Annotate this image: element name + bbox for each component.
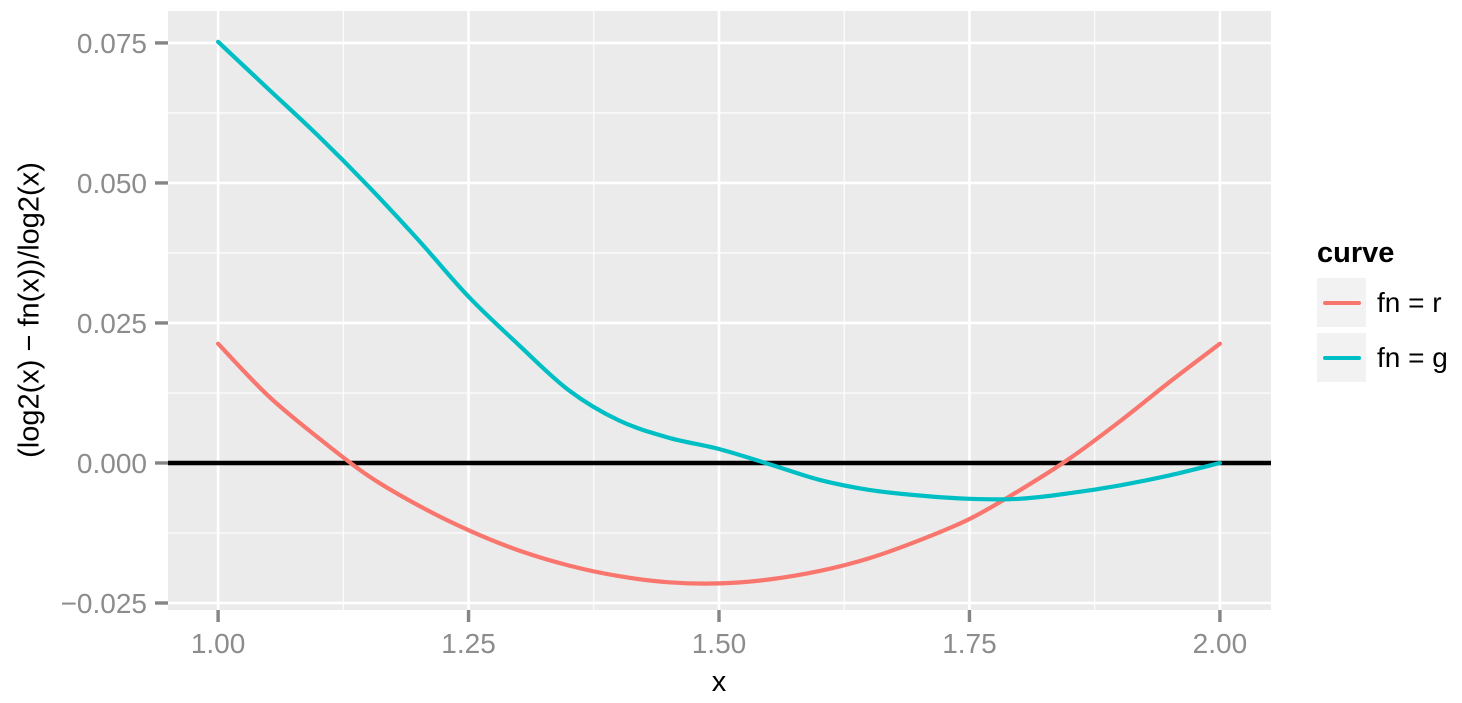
x-tick-label: 1.25 bbox=[441, 628, 496, 659]
y-tick-label: 0.075 bbox=[77, 28, 147, 59]
legend-label-g: fn = g bbox=[1377, 341, 1448, 373]
y-tick-label: 0.050 bbox=[77, 168, 147, 199]
legend: curve fn = r fn = g bbox=[1317, 239, 1448, 382]
major-gridlines bbox=[168, 11, 1271, 610]
x-tick-label: 1.75 bbox=[942, 628, 997, 659]
legend-entry-r: fn = r bbox=[1317, 278, 1448, 327]
y-tick-label: 0.000 bbox=[77, 448, 147, 479]
y-tick-label: −0.025 bbox=[61, 588, 147, 619]
legend-key-line-r bbox=[1322, 300, 1361, 305]
legend-entry-g: fn = g bbox=[1317, 333, 1448, 382]
axis-tick-labels: 1.00 1.25 1.50 1.75 2.00 0.075 0.050 0.025 0.000… bbox=[61, 28, 1248, 659]
axis-tick-marks bbox=[155, 41, 1222, 622]
legend-key-g bbox=[1317, 333, 1366, 382]
legend-key-r bbox=[1317, 278, 1366, 327]
legend-label-r: fn = r bbox=[1377, 286, 1442, 318]
legend-title: curve bbox=[1317, 237, 1395, 269]
x-tick-label: 1.50 bbox=[692, 628, 747, 659]
legend-key-line-g bbox=[1322, 355, 1361, 360]
series-lines bbox=[216, 39, 1222, 586]
series-line-r bbox=[216, 341, 1222, 586]
series-line-g bbox=[216, 39, 1222, 502]
x-axis-title: x bbox=[711, 666, 727, 698]
x-tick-label: 2.00 bbox=[1193, 628, 1248, 659]
y-axis-title: (log2(x) − fn(x))/log2(x) bbox=[13, 162, 46, 458]
x-tick-label: 1.00 bbox=[191, 628, 246, 659]
y-tick-label: 0.025 bbox=[77, 308, 147, 339]
